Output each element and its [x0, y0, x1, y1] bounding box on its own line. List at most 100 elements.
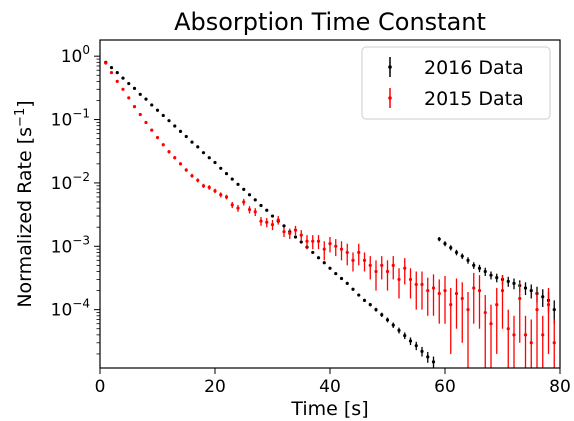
- data-point: [270, 222, 275, 227]
- data-point: [397, 328, 401, 333]
- y-axis-label-exponent: −1: [13, 108, 28, 127]
- data-point: [357, 293, 361, 297]
- data-point: [454, 250, 459, 255]
- data-point: [150, 128, 154, 132]
- data-point: [345, 250, 349, 255]
- data-point: [541, 295, 545, 299]
- data-point: [495, 303, 499, 307]
- data-point: [408, 339, 413, 343]
- data-point: [529, 341, 533, 345]
- data-point: [224, 195, 229, 199]
- data-point: [167, 119, 171, 123]
- data-point: [552, 308, 556, 312]
- data-point: [472, 263, 476, 267]
- data-point: [477, 266, 482, 270]
- data-point: [121, 87, 125, 91]
- data-point: [489, 273, 493, 277]
- data-point: [167, 150, 171, 154]
- data-point: [144, 97, 148, 101]
- data-point: [437, 291, 441, 296]
- data-point: [236, 182, 240, 186]
- data-marks: [104, 60, 556, 368]
- data-point: [339, 276, 344, 281]
- data-point: [403, 266, 407, 270]
- data-point: [397, 277, 401, 282]
- data-point: [138, 92, 142, 96]
- data-point: [265, 208, 269, 212]
- data-point: [213, 189, 217, 193]
- data-point: [127, 96, 131, 100]
- data-point: [334, 272, 338, 276]
- x-axis-label: Time [s]: [290, 398, 368, 420]
- data-point: [316, 256, 321, 260]
- data-point: [385, 318, 390, 322]
- data-point: [299, 233, 303, 237]
- data-point: [190, 174, 194, 178]
- data-point: [420, 282, 424, 287]
- data-point: [219, 166, 223, 170]
- data-point: [357, 250, 361, 255]
- data-point: [391, 323, 395, 327]
- data-point: [253, 210, 257, 214]
- data-point: [230, 203, 234, 207]
- data-point: [523, 286, 528, 290]
- data-point: [265, 220, 269, 224]
- x-tick-label: 0: [95, 377, 106, 397]
- data-point: [161, 113, 165, 118]
- data-point: [184, 168, 188, 172]
- data-point: [104, 61, 108, 65]
- y-tick-base: 10: [51, 111, 73, 131]
- data-point: [230, 177, 234, 181]
- y-axis-label-close: ]: [14, 100, 36, 107]
- data-point: [311, 250, 315, 255]
- data-point: [196, 178, 200, 182]
- data-point: [201, 184, 206, 188]
- data-point: [316, 239, 321, 243]
- data-point: [368, 263, 372, 267]
- data-point: [506, 327, 510, 331]
- legend-marker-point: [388, 65, 392, 69]
- y-tick-label: 10−2: [51, 170, 90, 194]
- data-point: [431, 360, 436, 364]
- data-point: [466, 258, 470, 262]
- data-point: [196, 145, 200, 149]
- data-point: [242, 187, 246, 191]
- data-point: [155, 108, 160, 112]
- data-point: [443, 288, 447, 293]
- legend-box: [361, 46, 551, 120]
- x-tick-label: 40: [319, 377, 341, 397]
- legend-marker-point: [388, 96, 392, 100]
- y-tick-label: 100: [61, 43, 90, 67]
- data-point: [495, 276, 499, 280]
- data-point: [115, 79, 119, 83]
- data-point: [454, 291, 459, 296]
- data-point: [483, 310, 487, 315]
- y-tick-exponent: 0: [82, 43, 90, 57]
- data-point: [414, 282, 418, 287]
- data-point: [414, 344, 418, 348]
- data-point: [449, 303, 453, 307]
- data-point: [322, 261, 326, 265]
- data-point: [150, 103, 154, 107]
- y-tick-exponent: −1: [72, 107, 90, 121]
- data-point: [132, 105, 137, 109]
- series-1: [104, 60, 556, 368]
- data-point: [190, 140, 194, 144]
- data-point: [127, 81, 131, 86]
- y-axis-label: Normalized Rate [s−1]: [13, 100, 37, 307]
- data-point: [426, 355, 430, 359]
- y-tick-exponent: −3: [72, 233, 90, 247]
- data-point: [380, 263, 384, 267]
- data-point: [282, 230, 286, 234]
- data-point: [293, 228, 298, 232]
- data-point: [391, 263, 395, 267]
- data-point: [219, 193, 223, 197]
- data-point: [374, 269, 378, 274]
- data-point: [449, 246, 453, 250]
- data-point: [374, 308, 378, 312]
- data-point: [403, 333, 407, 338]
- data-point: [328, 242, 332, 246]
- data-point: [351, 258, 355, 262]
- data-point: [460, 254, 464, 258]
